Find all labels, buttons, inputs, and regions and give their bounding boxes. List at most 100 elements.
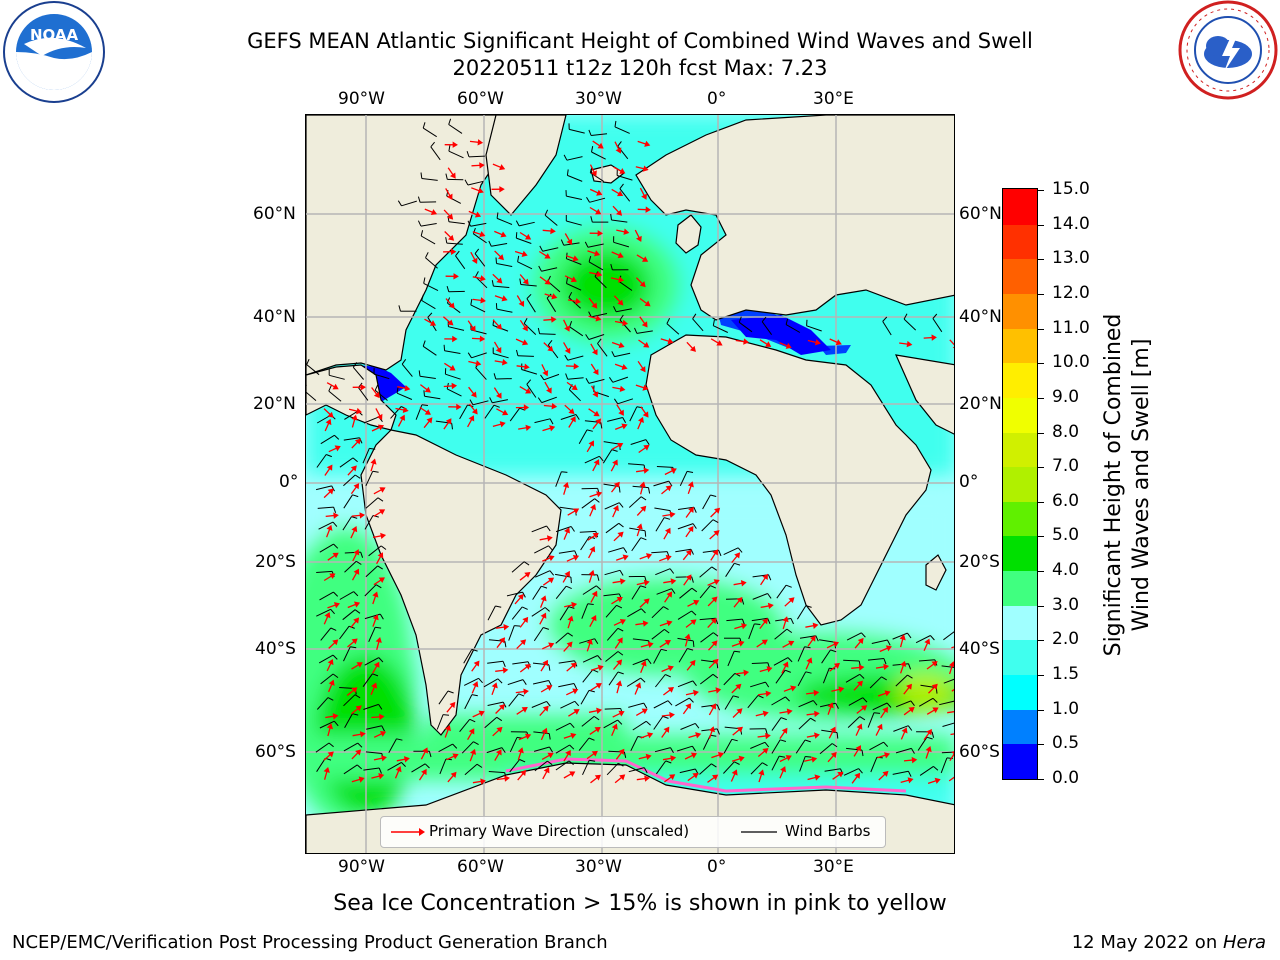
wind-barb-flag [537, 397, 543, 403]
wave-arrow-head [329, 573, 336, 580]
wind-barb-flag [830, 649, 837, 653]
wind-barb-flag [401, 762, 406, 767]
wave-arrow-head [521, 339, 529, 346]
nws-logo [1178, 0, 1278, 100]
footer-date-text: 12 May 2022 on [1071, 932, 1223, 953]
wave-arrow-head [565, 749, 571, 757]
colorbar-segment [1003, 743, 1037, 779]
wave-arrow-head [931, 661, 938, 667]
wave-arrow-head [595, 208, 602, 215]
wind-barb [532, 585, 542, 600]
wind-barb-flag [561, 471, 568, 473]
wind-barb [679, 768, 696, 774]
wind-barb [603, 441, 620, 445]
wind-barb [611, 219, 628, 223]
wind-barb-flag [600, 422, 603, 429]
wave-arrow-head [597, 664, 604, 671]
wind-barb [893, 725, 909, 732]
wave-arrow-head [908, 706, 915, 713]
wave-arrow-head [765, 341, 772, 347]
wave-arrow-head [501, 295, 508, 302]
wave-arrow-head [444, 725, 451, 732]
wind-barb-flag [585, 377, 590, 384]
wind-barb-flag [396, 738, 403, 741]
wave-arrow-head [689, 659, 696, 667]
wave-arrow-head [952, 346, 954, 349]
wind-barb [845, 673, 861, 683]
wave-arrow-head [379, 713, 385, 721]
wave-arrow-head [590, 614, 597, 622]
colorbar-tick-label: 6.0 [1052, 490, 1080, 511]
wave-arrow-head [327, 411, 334, 418]
wave-arrow-head [573, 709, 580, 715]
wind-barb [806, 325, 822, 332]
wind-barb [796, 605, 807, 620]
wind-barb-flag [932, 697, 938, 703]
wind-barb-flag [593, 715, 600, 721]
wind-barb [677, 637, 694, 642]
wave-arrow-head [546, 387, 552, 394]
wind-barb [723, 547, 739, 556]
wave-arrow-head [371, 682, 378, 689]
wind-barb [751, 662, 768, 664]
wind-barb-flag [634, 327, 638, 334]
wind-barb-flag [619, 183, 624, 189]
wave-arrow-head [640, 660, 647, 667]
wave-arrow-head [547, 752, 554, 759]
wind-barb [819, 702, 836, 708]
arabia [894, 354, 954, 435]
wind-barb [518, 221, 535, 227]
wave-arrow-head [378, 509, 386, 515]
wind-barb [679, 587, 693, 599]
wind-barb [566, 156, 583, 161]
wave-arrow-head [452, 141, 458, 148]
wave-arrow-head [355, 705, 362, 712]
wind-barb [727, 651, 735, 667]
wind-barb-flag [780, 739, 787, 742]
wind-barb [339, 457, 354, 468]
wind-barb-flag [886, 702, 892, 708]
wave-arrow-head [595, 683, 602, 689]
wave-arrow-head [567, 615, 574, 622]
wind-barb-flag [574, 550, 578, 557]
wind-barb [423, 282, 439, 292]
wind-barb [589, 197, 606, 203]
wave-arrow-head [715, 687, 722, 694]
wave-arrow-head [327, 488, 334, 495]
wave-arrow-head [832, 641, 840, 648]
wind-barb [461, 741, 474, 754]
wave-arrow-head [358, 776, 365, 783]
wind-barb-flag [668, 480, 673, 487]
wind-barb [488, 771, 505, 774]
wind-barb [699, 673, 714, 685]
wind-barb-flag [907, 725, 913, 731]
wind-barb [496, 308, 513, 313]
wind-barb-flag [931, 731, 935, 738]
wind-barb-flag [611, 351, 615, 357]
wind-barb [559, 506, 576, 510]
wind-barb-flag [352, 494, 359, 498]
wind-barb-flag [859, 673, 865, 679]
wave-arrow-head [617, 637, 623, 644]
wind-barb [568, 389, 581, 402]
wave-arrow-head [666, 591, 673, 598]
wave-arrow-head [619, 774, 626, 781]
wind-barb-flag [428, 751, 432, 758]
wind-barb [566, 195, 583, 200]
wind-barb-flag [670, 747, 674, 754]
wave-arrow-head [373, 391, 380, 399]
wave-arrow-head [524, 363, 530, 370]
wave-arrow-head [885, 645, 892, 652]
wind-barb [363, 416, 379, 424]
wind-barb [723, 739, 733, 754]
wave-arrow-head [447, 319, 454, 326]
wind-barb-flag [692, 313, 697, 320]
wind-barb-flag [762, 762, 768, 767]
footer-producer: NCEP/EMC/Verification Post Processing Pr… [12, 932, 608, 953]
wind-barb-flag [643, 767, 648, 774]
wind-barb [747, 695, 759, 709]
wind-barb-flag [427, 312, 433, 318]
wind-barb [895, 700, 912, 708]
wave-arrow-head [471, 257, 478, 264]
wind-barb [526, 384, 537, 398]
